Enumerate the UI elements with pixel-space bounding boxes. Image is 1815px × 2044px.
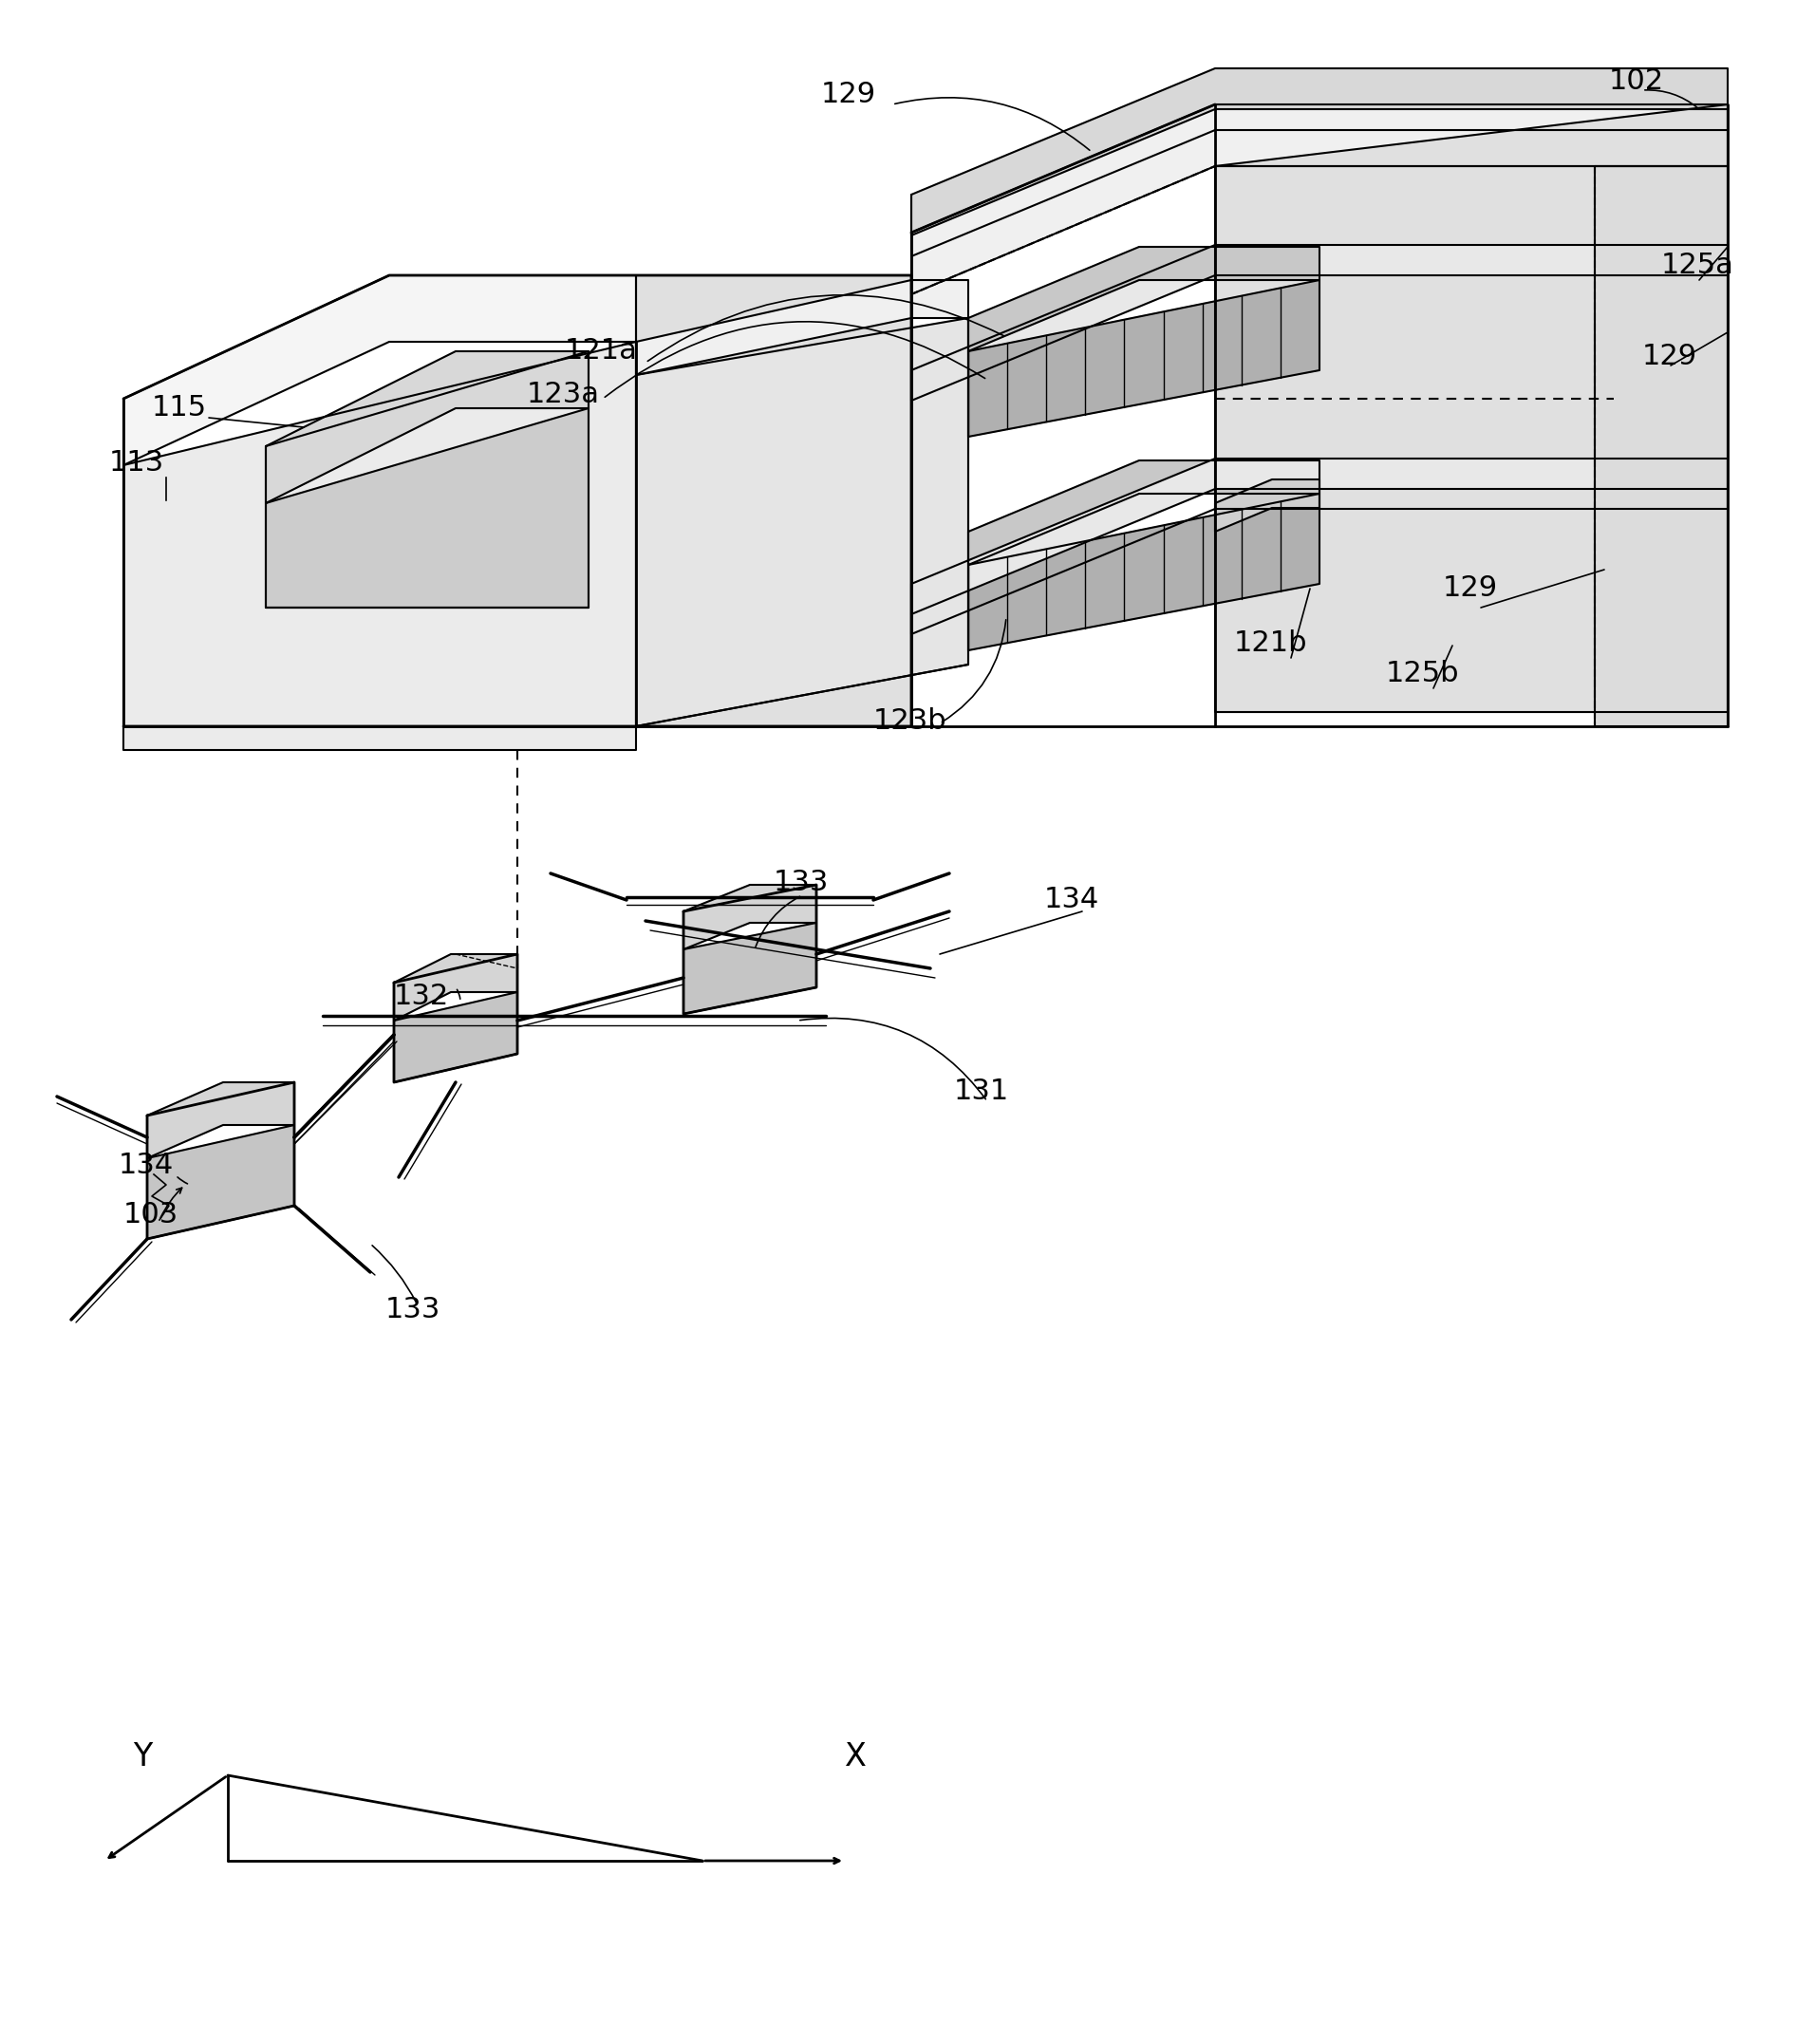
Text: 123b: 123b [873,707,947,736]
Polygon shape [265,409,588,607]
Text: 102: 102 [1610,67,1664,94]
Polygon shape [967,495,1320,650]
Text: 121a: 121a [564,337,637,366]
Text: 134: 134 [1044,887,1100,914]
Text: 125b: 125b [1387,660,1459,689]
Text: 103: 103 [123,1202,178,1228]
Polygon shape [394,955,517,1020]
Text: Y: Y [132,1741,152,1772]
Polygon shape [911,104,1728,294]
Polygon shape [123,276,635,466]
Polygon shape [1214,480,1320,531]
Polygon shape [123,341,635,750]
Text: 121b: 121b [1234,630,1307,658]
Polygon shape [1214,104,1728,711]
Text: 131: 131 [955,1077,1009,1106]
Text: 129: 129 [820,82,877,108]
Text: 125a: 125a [1661,251,1733,280]
Polygon shape [635,276,911,726]
Polygon shape [635,319,967,726]
Text: X: X [844,1741,866,1772]
Polygon shape [967,460,1320,564]
Polygon shape [967,247,1320,352]
Polygon shape [684,885,817,948]
Polygon shape [911,67,1728,235]
Polygon shape [967,280,1320,437]
Text: 123a: 123a [526,380,601,407]
Text: 133: 133 [385,1296,441,1325]
Text: 133: 133 [773,869,829,897]
Text: 129: 129 [1643,341,1697,370]
Text: 134: 134 [118,1153,174,1179]
Polygon shape [635,280,967,374]
Polygon shape [1595,166,1728,726]
Polygon shape [911,245,1728,401]
Polygon shape [147,1081,294,1159]
Polygon shape [265,352,588,503]
Text: 115: 115 [152,394,207,421]
Text: 132: 132 [394,983,450,1010]
Text: 113: 113 [109,450,165,476]
Polygon shape [147,1124,294,1239]
Polygon shape [684,922,817,1014]
Polygon shape [394,991,517,1081]
Polygon shape [911,458,1728,615]
Text: 129: 129 [1443,574,1497,603]
